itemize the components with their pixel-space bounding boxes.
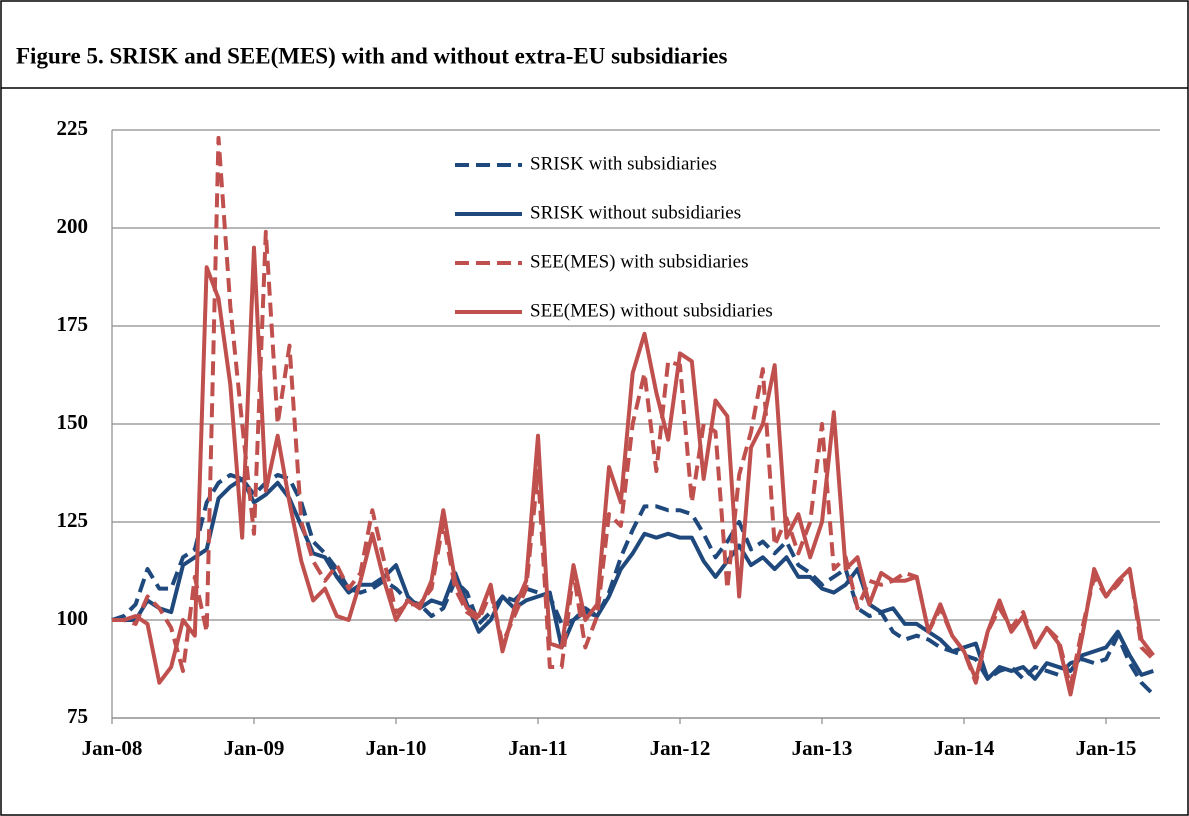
y-tick-label: 175 (57, 312, 89, 336)
y-tick-label: 225 (57, 116, 89, 140)
y-tick-label: 100 (57, 606, 89, 630)
legend-label: SRISK without subsidiaries (530, 202, 741, 223)
x-tick-label: Jan-09 (224, 736, 285, 760)
x-tick-label: Jan-14 (934, 736, 995, 760)
x-tick-label: Jan-11 (508, 736, 568, 760)
legend-label: SEE(MES) without subsidiaries (530, 300, 773, 321)
y-tick-label: 200 (57, 214, 89, 238)
chart-title: Figure 5. SRISK and SEE(MES) with and wi… (16, 43, 727, 68)
y-tick-label: 75 (67, 704, 88, 728)
x-tick-label: Jan-13 (792, 736, 853, 760)
y-tick-label: 125 (57, 508, 89, 532)
series-line (112, 245, 1155, 697)
x-tick-label: Jan-12 (650, 736, 711, 760)
legend-label: SEE(MES) with subsidiaries (530, 251, 749, 272)
series-line (112, 476, 1154, 681)
y-tick-label: 150 (57, 410, 89, 434)
legend-label: SRISK with subsidiaries (530, 153, 717, 174)
x-tick-label: Jan-10 (366, 736, 427, 760)
x-tick-label: Jan-08 (82, 736, 143, 760)
series-line (111, 472, 1155, 696)
x-tick-label: Jan-15 (1076, 736, 1137, 760)
